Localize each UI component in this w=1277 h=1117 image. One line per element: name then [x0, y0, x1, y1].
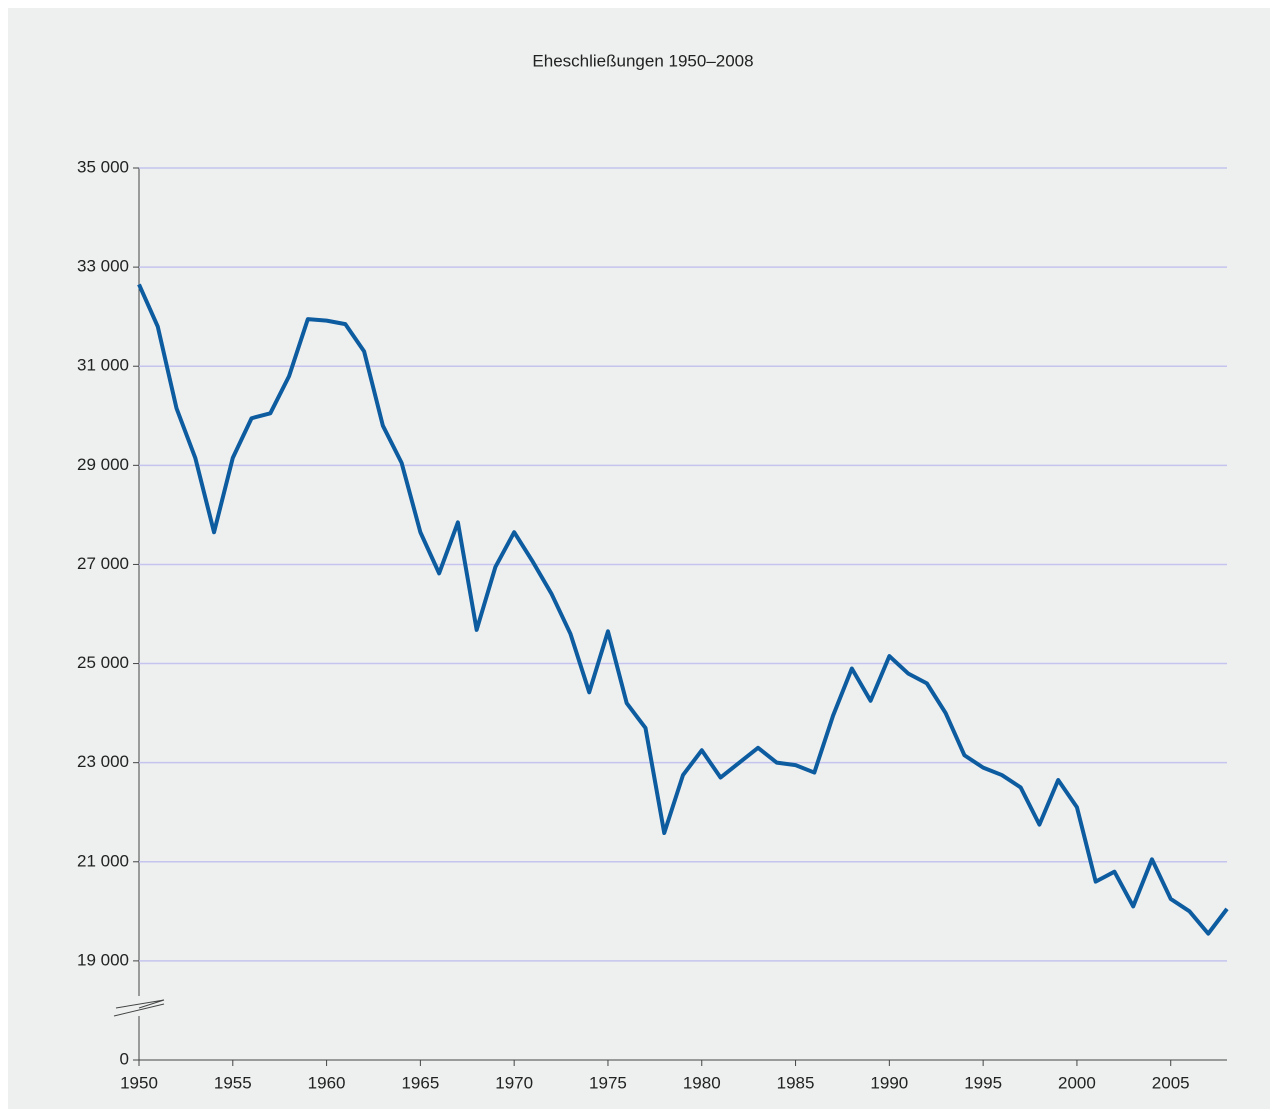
y-tick-label: 33 000 — [77, 257, 129, 276]
x-tick-label: 1980 — [683, 1073, 721, 1092]
y-tick-label: 21 000 — [77, 851, 129, 870]
axis-break — [113, 1003, 165, 1017]
data-line — [137, 283, 1229, 936]
y-tick-label: 25 000 — [77, 653, 129, 672]
axis-break — [115, 999, 165, 1009]
x-tick-label: 2005 — [1152, 1073, 1190, 1092]
x-tick-label: 1995 — [964, 1073, 1002, 1092]
y-tick-label: 23 000 — [77, 752, 129, 771]
y-tick-label: 31 000 — [77, 356, 129, 375]
y-tick-label: 29 000 — [77, 455, 129, 474]
x-tick-label: 1990 — [870, 1073, 908, 1092]
y-tick-label: 19 000 — [77, 950, 129, 969]
y-tick-label: 27 000 — [77, 554, 129, 573]
x-tick-label: 1970 — [495, 1073, 533, 1092]
x-tick-label: 1965 — [401, 1073, 439, 1092]
x-tick-label: 1950 — [120, 1073, 158, 1092]
x-tick-label: 2000 — [1058, 1073, 1096, 1092]
x-tick-label: 1955 — [214, 1073, 252, 1092]
x-tick-label: 1960 — [308, 1073, 346, 1092]
x-tick-label: 1985 — [777, 1073, 815, 1092]
x-tick-label: 1975 — [589, 1073, 627, 1092]
chart-title: Eheschließungen 1950–2008 — [532, 51, 753, 70]
chart-background — [8, 8, 1270, 1109]
y-axis — [113, 168, 165, 1060]
y-tick-label: 35 000 — [77, 157, 129, 176]
y-tick-label: 0 — [120, 1049, 129, 1068]
